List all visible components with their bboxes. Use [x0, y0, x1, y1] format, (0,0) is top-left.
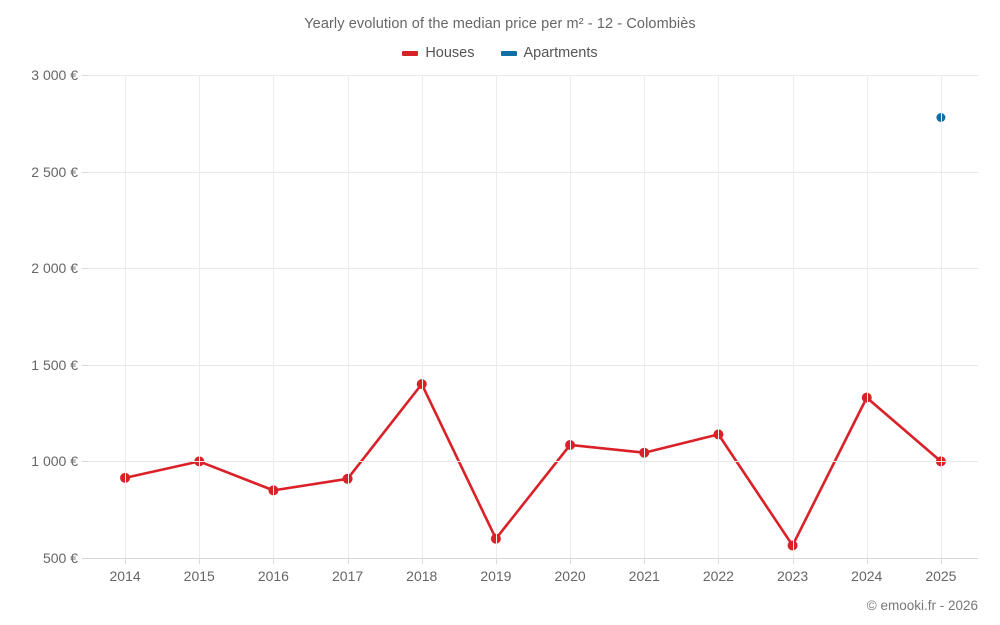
gridline-horizontal: [88, 171, 978, 173]
legend-item-houses[interactable]: Houses: [402, 45, 475, 61]
y-axis-tick-label: 500 €: [42, 550, 78, 566]
x-axis-tick-label: 2016: [257, 568, 289, 584]
gridline-vertical: [718, 75, 720, 558]
gridline-horizontal: [88, 75, 978, 76]
x-axis-tick-label: 2022: [702, 568, 734, 584]
gridline-vertical: [644, 75, 646, 558]
y-axis-tick-label: 1 000 €: [31, 453, 78, 470]
x-axis-tick-mark: [718, 558, 720, 564]
y-axis-tick-label: 2 000 €: [31, 260, 78, 277]
x-axis-tick-label: 2014: [109, 568, 141, 584]
x-axis-tick-mark: [273, 558, 275, 564]
y-axis-tick-label: 1 500 €: [31, 356, 78, 373]
x-axis-tick-mark: [570, 558, 572, 564]
x-axis-tick-mark: [199, 558, 201, 564]
x-axis-tick-mark: [125, 558, 127, 564]
x-axis-tick-label: 2017: [332, 568, 364, 584]
series-line-houses: [123, 382, 943, 547]
gridline-horizontal: [88, 268, 978, 270]
plot-area: [88, 75, 978, 558]
x-axis-tick-label: 2025: [925, 568, 957, 584]
gridline-vertical: [199, 75, 201, 558]
x-axis-tick-mark: [495, 558, 497, 564]
legend-swatch-icon: [500, 50, 517, 56]
chart-legend: Houses Apartments: [0, 45, 1000, 61]
x-axis-tick-mark: [421, 558, 423, 564]
x-axis-tick-label: 2018: [406, 568, 438, 584]
legend-swatch-icon: [402, 50, 419, 56]
x-axis-tick-mark: [866, 558, 868, 564]
gridline-vertical: [125, 75, 127, 558]
x-axis-tick-label: 2024: [851, 568, 883, 584]
gridline-vertical: [273, 75, 275, 558]
gridline-vertical: [495, 75, 497, 558]
x-axis-line: [88, 558, 978, 559]
chart-title: Yearly evolution of the median price per…: [304, 16, 696, 32]
copyright-credit: © emooki.fr - 2026: [866, 598, 978, 613]
x-axis-tick-mark: [940, 558, 942, 564]
legend-label: Apartments: [523, 45, 598, 61]
x-axis-tick-mark: [347, 558, 349, 564]
gridline-vertical: [421, 75, 423, 558]
gridline-horizontal: [88, 461, 978, 463]
y-axis-tick-label: 2 500 €: [31, 163, 78, 180]
legend-label: Houses: [425, 45, 475, 61]
gridline-vertical: [940, 75, 942, 558]
gridline-vertical: [866, 75, 868, 558]
gridline-vertical: [347, 75, 349, 558]
gridline-vertical: [792, 75, 794, 558]
x-axis-tick-mark: [644, 558, 646, 564]
x-axis-tick-label: 2019: [480, 568, 512, 584]
x-axis-tick-mark: [792, 558, 794, 564]
x-axis-tick-label: 2021: [628, 568, 660, 584]
gridline-horizontal: [88, 364, 978, 366]
x-axis-tick-label: 2020: [554, 568, 586, 584]
series-layer: [120, 113, 946, 551]
x-axis-tick-label: 2015: [183, 568, 215, 584]
y-axis-tick-label: 3 000 €: [31, 67, 78, 83]
legend-item-apartments[interactable]: Apartments: [500, 45, 598, 61]
gridline-vertical: [570, 75, 572, 558]
x-axis-tick-label: 2023: [777, 568, 809, 584]
